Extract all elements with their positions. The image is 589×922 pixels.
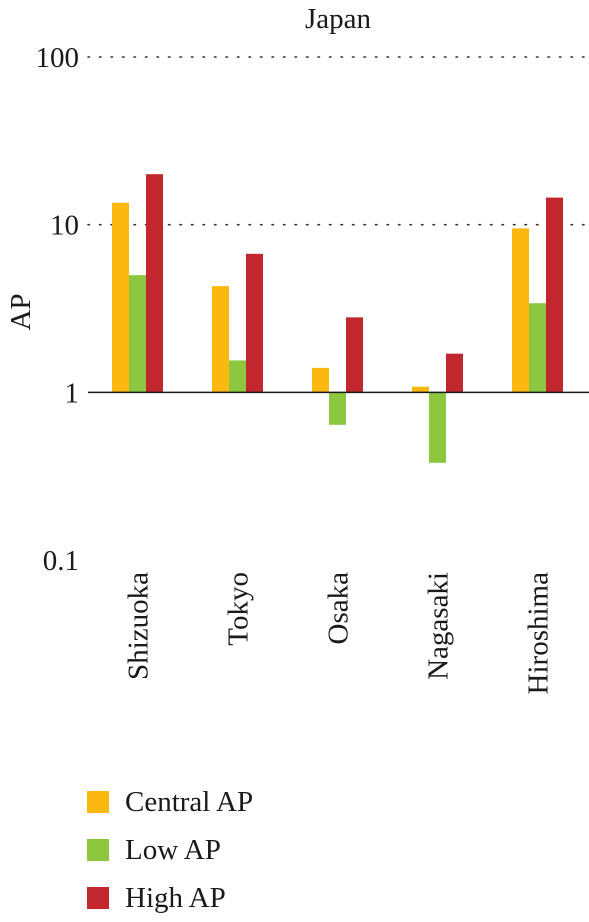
bar (246, 253, 263, 393)
bar (112, 202, 129, 393)
chart: Japan AP 0.1 1 10 100 Shizuoka Tokyo Osaka Nag… (5, 3, 589, 695)
legend-item: High AP (87, 874, 253, 922)
bar (129, 275, 146, 393)
x-tick-label: Osaka (323, 572, 355, 645)
legend: Central AP Low AP High AP (87, 778, 253, 922)
chart-title: Japan (305, 3, 372, 35)
y-tick-label: 100 (36, 42, 80, 74)
bar (346, 317, 363, 393)
y-tick-label: 0.1 (43, 545, 79, 577)
bar (546, 197, 563, 393)
legend-swatch (87, 839, 109, 861)
x-tick-label: Shizuoka (123, 572, 155, 680)
y-tick-labels: 0.1 1 10 100 (36, 42, 80, 577)
legend-label: High AP (125, 881, 226, 914)
bar (146, 174, 163, 393)
bar (529, 303, 546, 393)
bar (446, 353, 463, 393)
bar (312, 367, 329, 393)
x-tick-label: Tokyo (223, 572, 255, 646)
y-tick-label: 10 (50, 210, 79, 242)
bar (229, 360, 246, 393)
y-tick-label: 1 (65, 377, 80, 409)
bar (429, 392, 446, 463)
bar (512, 228, 529, 393)
x-tick-label: Nagasaki (423, 572, 455, 680)
bar (329, 392, 346, 425)
legend-swatch (87, 887, 109, 909)
legend-swatch (87, 791, 109, 813)
legend-item: Low AP (87, 826, 253, 874)
gridlines (87, 56, 589, 226)
legend-label: Low AP (125, 833, 221, 866)
bar (412, 386, 429, 393)
bars (112, 174, 563, 463)
legend-label: Central AP (125, 785, 254, 818)
y-axis-label: AP (5, 293, 37, 330)
legend-item: Central AP (87, 778, 253, 826)
x-tick-labels: Shizuoka Tokyo Osaka Nagasaki Hiroshima (123, 572, 555, 695)
x-tick-label: Hiroshima (523, 572, 555, 695)
bar (212, 286, 229, 393)
